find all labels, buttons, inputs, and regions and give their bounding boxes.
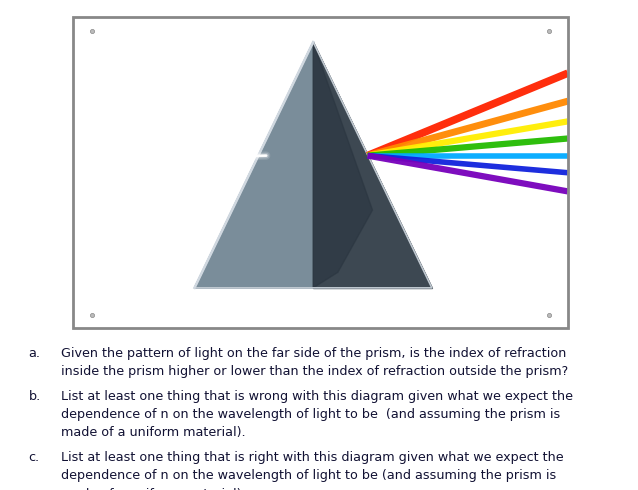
Text: dependence of n on the wavelength of light to be (and assuming the prism is: dependence of n on the wavelength of lig… bbox=[61, 469, 556, 482]
Text: List at least one thing that is wrong with this diagram given what we expect the: List at least one thing that is wrong wi… bbox=[61, 390, 573, 403]
Polygon shape bbox=[313, 42, 432, 288]
Text: made of a uniform material).: made of a uniform material). bbox=[61, 426, 245, 440]
Text: dependence of n on the wavelength of light to be  (and assuming the prism is: dependence of n on the wavelength of lig… bbox=[61, 408, 560, 421]
Text: a.: a. bbox=[29, 347, 41, 360]
Polygon shape bbox=[195, 42, 313, 288]
Text: List at least one thing that is right with this diagram given what we expect the: List at least one thing that is right wi… bbox=[61, 451, 563, 464]
Text: inside the prism higher or lower than the index of refraction outside the prism?: inside the prism higher or lower than th… bbox=[61, 365, 568, 378]
Text: Given the pattern of light on the far side of the prism, is the index of refract: Given the pattern of light on the far si… bbox=[61, 347, 566, 360]
Polygon shape bbox=[313, 42, 432, 288]
Polygon shape bbox=[313, 42, 373, 288]
Text: b.: b. bbox=[29, 390, 41, 403]
Text: made of a uniform material).: made of a uniform material). bbox=[61, 488, 245, 490]
Text: c.: c. bbox=[29, 451, 40, 464]
Polygon shape bbox=[195, 42, 313, 288]
